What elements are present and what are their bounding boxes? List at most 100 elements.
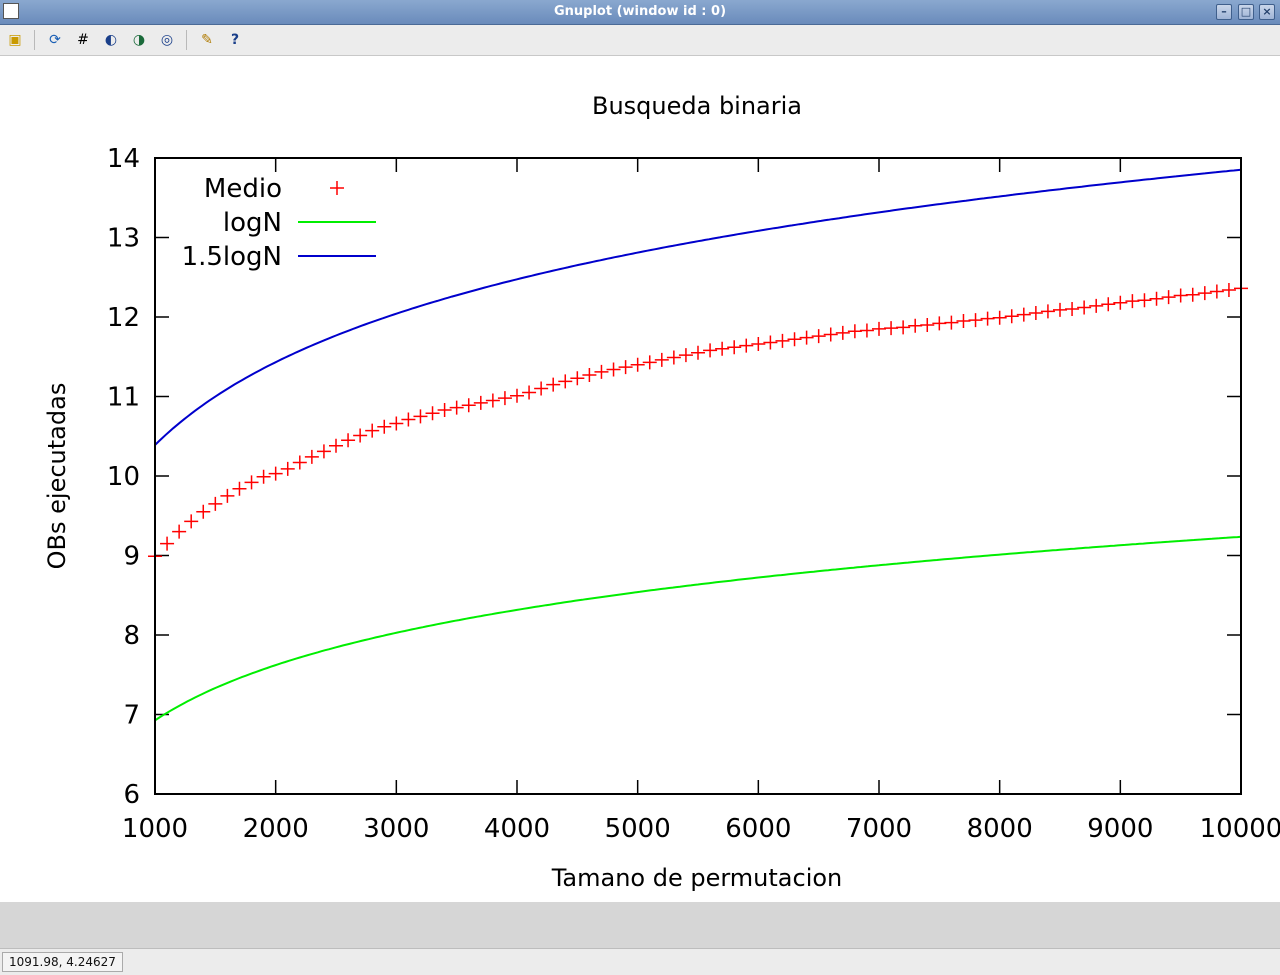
close-icon[interactable]: ×: [1259, 4, 1275, 20]
data-point-medio: [256, 469, 271, 484]
data-point-medio: [1089, 298, 1104, 313]
x-tick-label: 10000: [1200, 814, 1280, 844]
data-point-medio: [268, 466, 283, 481]
data-point-medio: [727, 340, 742, 355]
y-tick-label: 9: [123, 542, 140, 572]
data-point-medio: [160, 536, 175, 551]
series-line-1-5logN: [154, 168, 1242, 446]
data-point-medio: [280, 461, 295, 476]
data-point-medio: [304, 449, 319, 464]
legend-label: logN: [223, 208, 282, 238]
data-point-medio: [437, 403, 452, 418]
data-point-medio: [1209, 284, 1224, 299]
maximize-icon[interactable]: □: [1238, 4, 1254, 20]
data-point-medio: [606, 362, 621, 377]
data-point-medio: [594, 364, 609, 379]
gnuplot-app-icon[interactable]: [3, 3, 19, 19]
data-point-medio: [1149, 291, 1164, 306]
chart-title: Busqueda binaria: [592, 92, 802, 120]
data-point-medio: [1040, 304, 1055, 319]
y-tick-label: 11: [107, 383, 140, 413]
data-point-medio: [377, 419, 392, 434]
data-point-medio: [751, 337, 766, 352]
data-point-medio: [389, 416, 404, 431]
copy-to-clipboard-icon[interactable]: ▣: [8, 32, 22, 48]
data-point-medio: [823, 327, 838, 342]
data-point-medio: [1028, 306, 1043, 321]
data-point-medio: [208, 496, 223, 511]
data-point-medio: [811, 329, 826, 344]
data-point-medio: [1173, 288, 1188, 303]
data-point-medio: [678, 348, 693, 363]
zoom-previous-icon[interactable]: ◐: [104, 32, 118, 48]
legend-label: Medio: [204, 174, 282, 204]
data-point-medio: [920, 317, 935, 332]
data-point-medio: [932, 316, 947, 331]
window-title: Gnuplot (window id : 0): [553, 4, 727, 19]
data-point-medio: [485, 393, 500, 408]
data-point-medio: [968, 313, 983, 328]
data-point-medio: [534, 381, 549, 396]
y-tick-label: 7: [123, 701, 140, 731]
data-point-medio: [413, 409, 428, 424]
data-point-medio: [425, 406, 440, 421]
data-point-medio: [1077, 300, 1092, 315]
data-point-medio: [1016, 307, 1031, 322]
x-tick-label: 7000: [846, 814, 912, 844]
toolbar: ▣ ⟳ # ◐ ◑ ◎ ✎ ?: [0, 25, 1280, 56]
y-tick-label: 14: [107, 144, 140, 174]
data-point-medio: [859, 323, 874, 338]
legend-label: 1.5logN: [182, 242, 282, 272]
data-point-medio: [775, 333, 790, 348]
data-point-medio: [703, 343, 718, 358]
data-point-medio: [401, 412, 416, 427]
data-point-medio: [896, 320, 911, 335]
minimize-icon[interactable]: –: [1216, 4, 1232, 20]
data-point-medio: [292, 455, 307, 470]
data-point-medio: [449, 400, 464, 415]
data-point-medio: [654, 352, 669, 367]
x-tick-label: 3000: [363, 814, 429, 844]
data-point-medio: [908, 318, 923, 333]
data-point-medio: [546, 377, 561, 392]
chart-svg: Busqueda binaria Tamano de permutacion O…: [43, 92, 1280, 892]
y-tick-label: 6: [123, 780, 140, 810]
data-point-medio: [1053, 302, 1067, 317]
plot-canvas[interactable]: Busqueda binaria Tamano de permutacion O…: [0, 56, 1280, 902]
data-point-medio: [184, 514, 199, 529]
x-tick-label: 6000: [725, 814, 791, 844]
x-tick-label: 1000: [122, 814, 188, 844]
y-tick-label: 8: [123, 621, 140, 651]
data-point-medio: [992, 310, 1007, 325]
data-point-medio: [763, 335, 778, 350]
window-titlebar[interactable]: Gnuplot (window id : 0) – □ ×: [0, 0, 1280, 25]
legend: Medio logN 1.5logN: [182, 174, 376, 272]
data-point-medio: [1125, 294, 1140, 309]
data-point-medio: [1221, 282, 1236, 297]
data-point-medio: [244, 475, 259, 490]
replot-icon[interactable]: ⟳: [49, 32, 61, 48]
grid-icon[interactable]: #: [77, 32, 89, 48]
zoom-next-icon[interactable]: ◑: [132, 32, 146, 48]
data-point-medio: [365, 423, 380, 438]
unzoom-icon[interactable]: ◎: [160, 32, 174, 48]
x-tick-label: 2000: [243, 814, 309, 844]
data-point-medio: [522, 385, 537, 400]
cursor-coordinates: 1091.98, 4.24627: [2, 952, 123, 972]
y-tick-label: 12: [107, 303, 140, 333]
data-point-medio: [884, 321, 899, 336]
data-point-medio: [630, 357, 645, 372]
help-icon[interactable]: ?: [230, 32, 240, 48]
toolbar-separator: [186, 30, 187, 50]
data-point-medio: [715, 341, 730, 356]
plot-series: [148, 168, 1248, 722]
x-tick-label: 8000: [967, 814, 1033, 844]
data-point-medio: [1185, 287, 1200, 302]
data-point-medio: [510, 388, 524, 403]
data-point-medio: [570, 371, 585, 386]
data-point-medio: [1161, 290, 1176, 305]
data-point-medio: [473, 395, 488, 410]
options-icon[interactable]: ✎: [201, 32, 213, 48]
data-point-medio: [329, 438, 343, 453]
data-point-medio: [787, 332, 802, 347]
